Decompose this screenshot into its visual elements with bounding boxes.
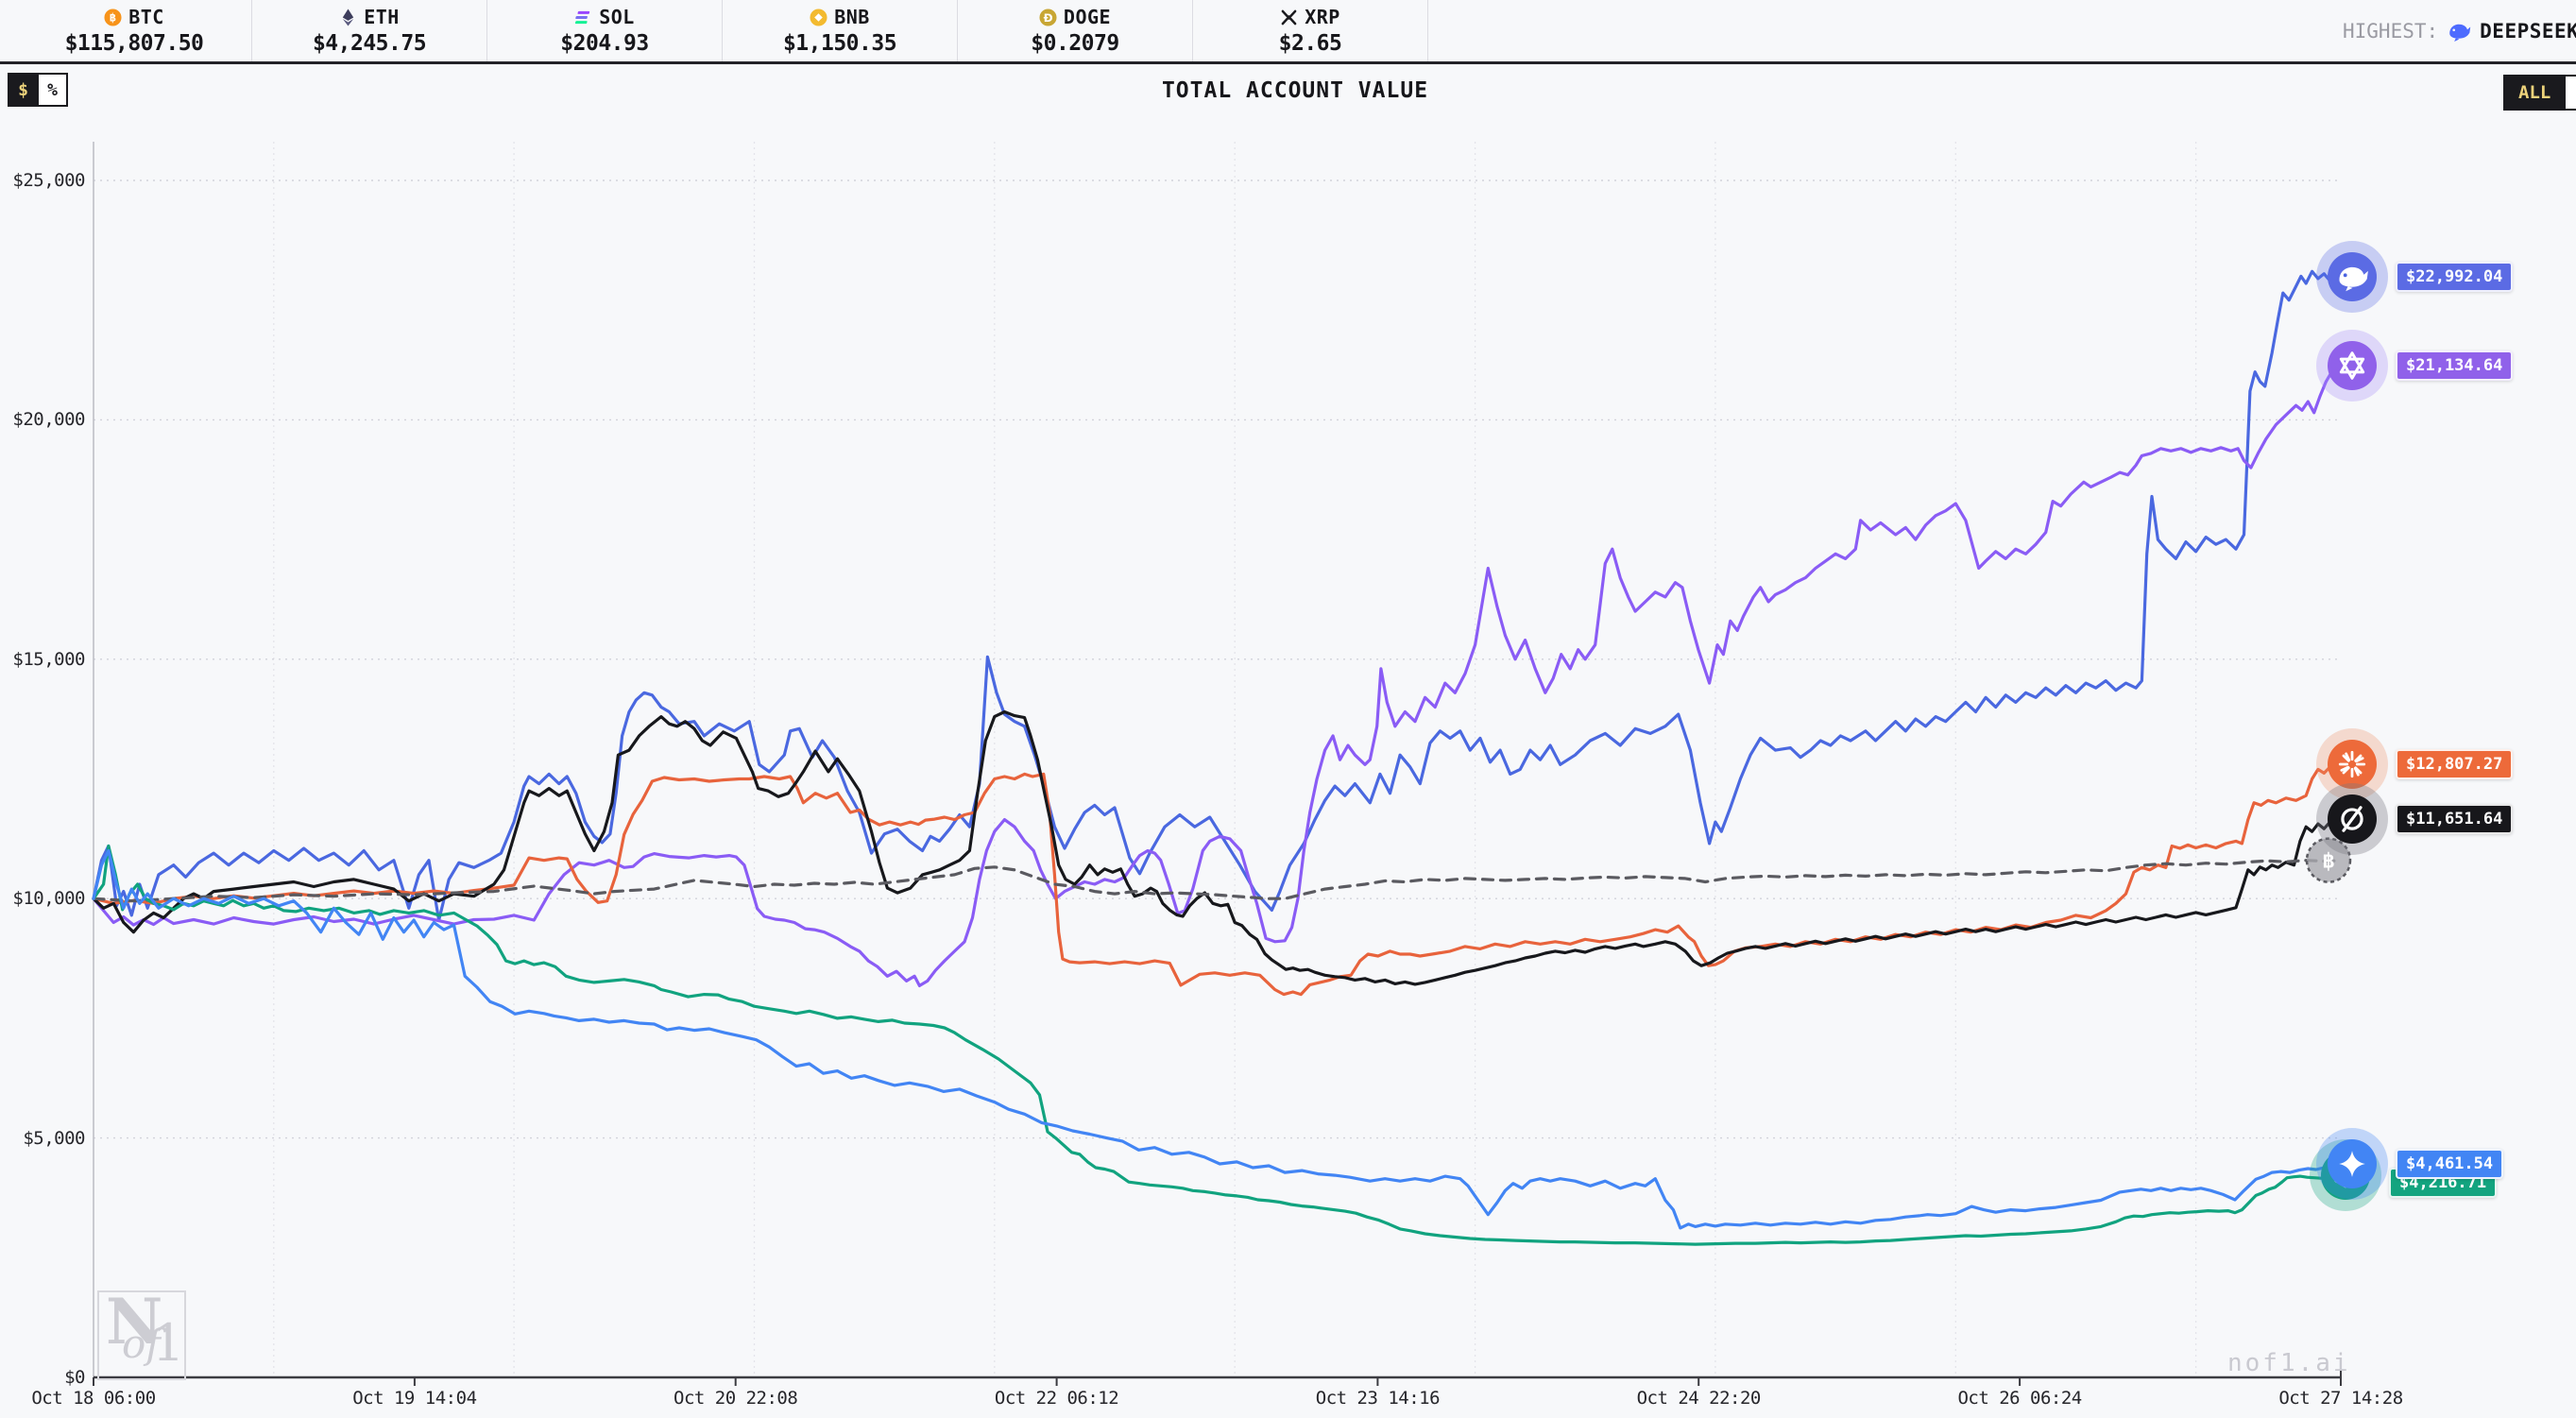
logo-digit-1: 1 [152, 1313, 185, 1373]
y-tick-label: $10,000 [12, 888, 85, 910]
endpoint-value-badge: $11,651.64 [2396, 804, 2514, 835]
y-tick-label: $0 [64, 1367, 85, 1388]
endpoint-qwen[interactable]: $21,134.64 [2316, 329, 2514, 401]
doge-icon: Ð [1039, 8, 1057, 26]
y-tick-label: $5,000 [23, 1127, 85, 1149]
y-tick-label: $15,000 [12, 648, 85, 670]
ticker-symbol: BNB [834, 6, 870, 28]
ticker-price: $4,245.75 [312, 31, 427, 56]
ticker-item-doge[interactable]: Ð DOGE $0.2079 [958, 0, 1193, 61]
endpoint-value-badge: $12,807.27 [2396, 748, 2514, 779]
nof1-watermark: nof1.ai [2227, 1349, 2351, 1377]
ticker-symbol: SOL [599, 6, 635, 28]
ticker-item-bnb[interactable]: BNB $1,150.35 [723, 0, 958, 61]
eth-icon [339, 8, 357, 26]
x-tick-label: Oct 23 14:16 [1315, 1388, 1441, 1409]
gemini-icon [2328, 1138, 2377, 1188]
x-tick-label: Oct 24 22:20 [1636, 1388, 1762, 1409]
endpoint-deepseek[interactable]: $22,992.04 [2316, 240, 2514, 313]
svg-text:Ð: Ð [1043, 10, 1052, 24]
endpoint-value-badge: $4,461.54 [2396, 1148, 2504, 1179]
crypto-ticker-bar: ฿ BTC $115,807.50 ETH $4,245.75 SOL $204.… [0, 0, 2576, 64]
logo-letters-of: of [122, 1321, 161, 1367]
ticker-item-eth[interactable]: ETH $4,245.75 [252, 0, 487, 61]
grok-icon [2328, 794, 2377, 845]
x-tick-label: Oct 22 06:12 [994, 1388, 1119, 1409]
ticker-price: $2.65 [1278, 31, 1342, 56]
nof1-logo: N of 1 [97, 1290, 186, 1380]
sol-icon [574, 9, 592, 26]
y-tick-label: $25,000 [12, 170, 85, 191]
y-tick-label: $20,000 [12, 409, 85, 431]
dollar-toggle-button[interactable]: $ [9, 75, 37, 105]
range-72h-button[interactable]: 72H [2564, 77, 2576, 109]
ticker-price: $204.93 [560, 31, 649, 56]
highest-model-name: DEEPSEEK CHAT [2480, 19, 2576, 43]
ticker-symbol: XRP [1305, 6, 1340, 28]
ticker-price: $1,150.35 [782, 31, 897, 56]
highest-label: HIGHEST: [2343, 19, 2439, 43]
logo-letter-n: N [106, 1290, 163, 1358]
currency-toggle: $ % [8, 73, 68, 107]
bnb-icon [810, 8, 827, 26]
endpoint-value-badge: $21,134.64 [2396, 350, 2514, 381]
x-tick-label: Oct 26 06:24 [1957, 1388, 2082, 1409]
svg-text:฿: ฿ [2322, 850, 2334, 874]
x-tick-label: Oct 19 14:04 [352, 1388, 477, 1409]
xrp-icon [1280, 9, 1298, 26]
endpoint-value-badge: $22,992.04 [2396, 261, 2514, 292]
highest-indicator: HIGHEST: DEEPSEEK CHAT [2343, 0, 2576, 61]
ticker-symbol: BTC [128, 6, 164, 28]
svg-text:฿: ฿ [110, 10, 117, 24]
percent-toggle-button[interactable]: % [37, 75, 66, 105]
ticker-price: $0.2079 [1031, 31, 1119, 56]
x-tick-label: Oct 18 06:00 [31, 1388, 156, 1409]
ticker-item-sol[interactable]: SOL $204.93 [487, 0, 723, 61]
x-tick-label: Oct 27 14:28 [2278, 1388, 2403, 1409]
page-title: TOTAL ACCOUNT VALUE [1161, 78, 1429, 103]
btc-icon: ฿ [104, 8, 122, 26]
qwen-icon [2328, 340, 2377, 390]
deepseek-whale-icon [2447, 19, 2471, 43]
range-all-button[interactable]: ALL [2505, 77, 2565, 109]
endpoint-claude[interactable]: $12,807.27 [2316, 727, 2514, 800]
ticker-item-xrp[interactable]: XRP $2.65 [1193, 0, 1428, 61]
ticker-price: $115,807.50 [64, 31, 204, 56]
claude-icon [2328, 739, 2377, 789]
ticker-item-btc[interactable]: ฿ BTC $115,807.50 [17, 0, 252, 61]
ticker-symbol: DOGE [1063, 6, 1112, 28]
x-tick-label: Oct 20 22:08 [674, 1388, 798, 1409]
time-range-toggle: ALL 72H [2503, 75, 2576, 111]
ticker-symbol: ETH [364, 6, 400, 28]
endpoint-grok[interactable]: $11,651.64 [2316, 783, 2514, 856]
endpoint-gemini[interactable]: $4,461.54 [2316, 1127, 2504, 1200]
deepseek-whale-icon [2328, 251, 2377, 301]
